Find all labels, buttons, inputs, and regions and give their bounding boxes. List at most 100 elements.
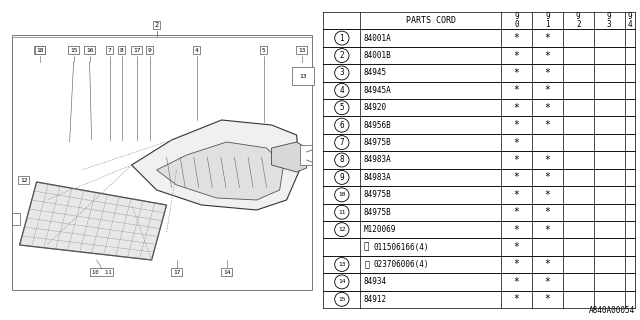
- Text: 9
2: 9 2: [576, 12, 580, 29]
- Text: 011506166(4): 011506166(4): [374, 243, 429, 252]
- Text: 9
1: 9 1: [545, 12, 550, 29]
- Polygon shape: [132, 120, 300, 210]
- Circle shape: [335, 136, 349, 149]
- Text: *: *: [545, 68, 550, 78]
- Text: 17: 17: [133, 47, 140, 52]
- Text: 84001A: 84001A: [364, 34, 391, 43]
- Text: *: *: [545, 51, 550, 60]
- Text: *: *: [545, 294, 550, 304]
- Text: 4: 4: [340, 86, 344, 95]
- Text: *: *: [514, 207, 520, 217]
- Text: *: *: [545, 277, 550, 287]
- Text: 11: 11: [338, 210, 346, 215]
- Circle shape: [335, 258, 349, 271]
- Text: 5: 5: [340, 103, 344, 112]
- Text: 17: 17: [173, 269, 180, 275]
- Text: 84975B: 84975B: [364, 208, 391, 217]
- Text: 84934: 84934: [364, 277, 387, 286]
- Text: 16: 16: [86, 47, 93, 52]
- Text: *: *: [514, 242, 520, 252]
- Text: 84912: 84912: [364, 295, 387, 304]
- Text: *: *: [545, 225, 550, 235]
- Text: *: *: [545, 120, 550, 130]
- Text: 9: 9: [340, 173, 344, 182]
- Text: 13: 13: [298, 47, 305, 52]
- Text: *: *: [545, 172, 550, 182]
- Text: *: *: [545, 85, 550, 95]
- Circle shape: [335, 188, 349, 202]
- Circle shape: [335, 118, 349, 132]
- Text: 84945A: 84945A: [364, 86, 391, 95]
- Text: 5: 5: [262, 47, 266, 52]
- Circle shape: [335, 101, 349, 115]
- Text: *: *: [514, 260, 520, 269]
- Text: 1: 1: [340, 34, 344, 43]
- Text: *: *: [545, 33, 550, 43]
- Text: 6: 6: [340, 121, 344, 130]
- Text: 84983A: 84983A: [364, 173, 391, 182]
- Text: Ⓝ: Ⓝ: [365, 260, 370, 269]
- Bar: [12, 35, 312, 290]
- Circle shape: [335, 223, 349, 236]
- Text: 10  11: 10 11: [92, 269, 111, 275]
- Polygon shape: [20, 182, 166, 260]
- Text: 84945: 84945: [364, 68, 387, 77]
- Text: *: *: [514, 294, 520, 304]
- Text: *: *: [514, 138, 520, 148]
- Text: 18: 18: [36, 47, 44, 52]
- Text: 7: 7: [108, 47, 111, 52]
- Text: 7: 7: [340, 138, 344, 147]
- Text: *: *: [514, 120, 520, 130]
- Circle shape: [335, 49, 349, 62]
- Text: 84001B: 84001B: [364, 51, 391, 60]
- Text: *: *: [545, 155, 550, 165]
- Text: *: *: [545, 207, 550, 217]
- Bar: [300, 145, 312, 165]
- Circle shape: [335, 171, 349, 184]
- Text: *: *: [514, 190, 520, 200]
- Text: *: *: [545, 260, 550, 269]
- Text: 9
0: 9 0: [515, 12, 519, 29]
- Text: *: *: [514, 33, 520, 43]
- Text: 84975B: 84975B: [364, 138, 391, 147]
- Circle shape: [335, 66, 349, 80]
- Text: 2: 2: [154, 22, 159, 28]
- Text: 84975B: 84975B: [364, 190, 391, 199]
- Text: *: *: [514, 103, 520, 113]
- Text: *: *: [514, 172, 520, 182]
- Bar: [12, 213, 20, 225]
- Circle shape: [335, 275, 349, 289]
- Text: 023706006(4): 023706006(4): [374, 260, 429, 269]
- Text: 2: 2: [340, 51, 344, 60]
- Text: 8: 8: [340, 156, 344, 164]
- Text: *: *: [514, 85, 520, 95]
- Bar: [292, 67, 314, 85]
- Text: 15: 15: [338, 297, 346, 302]
- Text: 15: 15: [70, 47, 77, 52]
- Text: PARTS CORD: PARTS CORD: [406, 16, 456, 25]
- Text: 14: 14: [223, 269, 230, 275]
- Circle shape: [335, 205, 349, 219]
- Circle shape: [335, 31, 349, 45]
- Text: *: *: [514, 277, 520, 287]
- Text: 3: 3: [340, 68, 344, 77]
- Circle shape: [335, 84, 349, 97]
- Polygon shape: [157, 142, 284, 200]
- Text: *: *: [514, 51, 520, 60]
- Text: 9
4: 9 4: [627, 12, 632, 29]
- Text: 84920: 84920: [364, 103, 387, 112]
- Text: 10: 10: [338, 192, 346, 197]
- Text: *: *: [545, 103, 550, 113]
- Text: 14: 14: [338, 279, 346, 284]
- Text: 13: 13: [338, 262, 346, 267]
- Text: *: *: [514, 68, 520, 78]
- Text: 12: 12: [20, 178, 28, 182]
- Text: 9
3: 9 3: [607, 12, 611, 29]
- Text: M120069: M120069: [364, 225, 396, 234]
- Text: Ⓑ: Ⓑ: [364, 243, 369, 252]
- Circle shape: [335, 153, 349, 167]
- Text: 4: 4: [195, 47, 198, 52]
- Text: *: *: [545, 190, 550, 200]
- Text: 8: 8: [120, 47, 124, 52]
- Text: 9: 9: [148, 47, 152, 52]
